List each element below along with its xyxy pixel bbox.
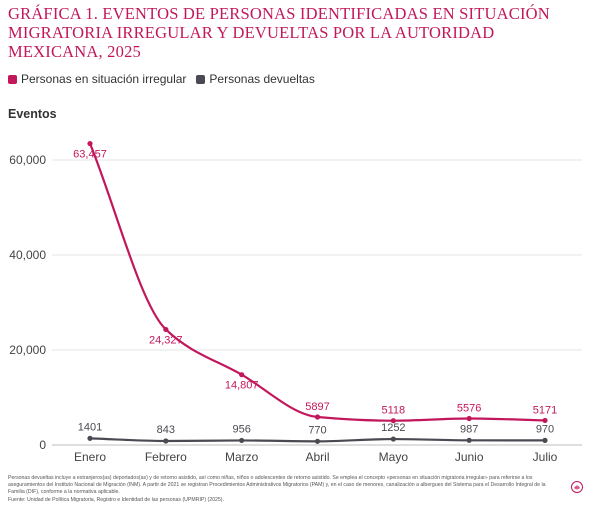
data-point <box>314 414 321 420</box>
series-line <box>88 143 546 422</box>
x-tick-label: Enero <box>74 450 106 464</box>
data-label: 987 <box>460 423 478 435</box>
gridlines <box>52 159 582 446</box>
x-tick-label: Abril <box>305 450 329 464</box>
legend-label-devueltas: Personas devueltas <box>209 72 315 86</box>
series-layer: 63,457 24,327 14,807 5897 5118 5576 5171 1401 84… <box>73 140 557 444</box>
y-tick-label: 20,000 <box>9 343 46 357</box>
y-tick-label: 0 <box>39 438 46 452</box>
data-point <box>163 326 169 333</box>
data-label: 5118 <box>382 405 406 417</box>
x-axis-ticks: Enero Febrero Marzo Abril Mayo Junio Julio <box>74 450 558 464</box>
data-point <box>314 438 321 444</box>
data-label: 770 <box>308 424 326 436</box>
data-label: 970 <box>536 423 554 435</box>
data-point <box>542 417 548 424</box>
data-point <box>466 437 472 443</box>
legend-swatch-devueltas <box>196 74 206 84</box>
legend-label-irregular: Personas en situación irregular <box>21 72 187 86</box>
footnote-note: Personas devueltas incluye a extranjeros… <box>8 475 546 496</box>
line-chart: 0 20,000 40,000 60,000 Enero Febrero Marzo Abr… <box>9 140 582 464</box>
chart-title: GRÁFICA 1. EVENTOS DE PERSONAS IDENTIFIC… <box>8 4 550 61</box>
data-label: 843 <box>157 424 175 436</box>
data-point <box>163 438 169 444</box>
legend-item-irregular[interactable]: Personas en situación irregular <box>8 72 186 86</box>
footnote: Personas devueltas incluye a extranjeros… <box>8 475 553 504</box>
footnote-source: Fuente: Unidad de Política Migratoria, R… <box>8 496 224 503</box>
x-tick-label: Junio <box>455 450 484 464</box>
data-label: 5171 <box>533 404 557 416</box>
institution-logo-icon <box>571 481 583 493</box>
data-label: 1252 <box>381 422 405 434</box>
data-point <box>466 415 472 422</box>
y-axis-ticks: 0 20,000 40,000 60,000 <box>9 153 46 452</box>
data-point <box>87 435 93 441</box>
series-devueltas: 1401 843 956 770 1252 987 970 <box>78 421 554 444</box>
data-label: 956 <box>232 423 250 435</box>
data-point <box>390 436 396 442</box>
data-label: 24,327 <box>149 334 183 346</box>
data-point <box>239 437 245 444</box>
data-label: 5897 <box>305 401 329 413</box>
x-tick-label: Febrero <box>145 450 187 464</box>
data-label: 63,457 <box>73 149 107 161</box>
legend-swatch-irregular <box>8 74 17 84</box>
data-point <box>87 140 93 147</box>
series-irregular: 63,457 24,327 14,807 5897 5118 5576 5171 <box>73 140 557 424</box>
data-label: 5576 <box>457 403 481 415</box>
y-tick-label: 40,000 <box>9 248 46 262</box>
legend: Personas en situación irregular Personas… <box>8 72 315 86</box>
x-tick-label: Mayo <box>379 450 409 464</box>
data-label: 14,807 <box>225 380 259 392</box>
data-point <box>239 372 245 378</box>
y-axis-title: Eventos <box>8 107 57 121</box>
y-tick-label: 60,000 <box>9 153 46 167</box>
x-tick-label: Marzo <box>225 450 259 464</box>
legend-item-devueltas[interactable]: Personas devueltas <box>196 72 315 86</box>
data-point <box>390 418 396 424</box>
data-label: 1401 <box>78 421 102 433</box>
x-tick-label: Julio <box>533 450 558 464</box>
data-point <box>542 437 548 443</box>
